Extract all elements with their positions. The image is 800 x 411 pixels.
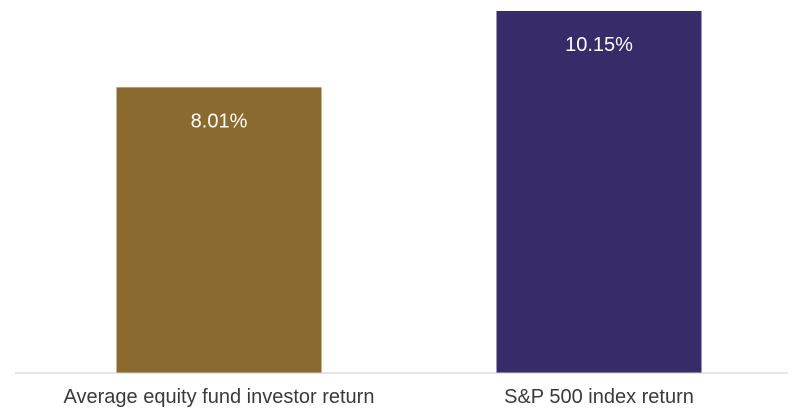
data-label-1: 8.01% [191,110,248,132]
bar-1 [116,87,322,373]
category-label-1: Average equity fund investor return [64,386,375,408]
bar-2 [496,11,702,373]
labels-group: 8.01% Average equity fund investor return… [64,34,694,408]
data-label-2: 10.15% [565,34,633,56]
category-label-2: S&P 500 index return [504,386,694,408]
bars-group [116,11,702,373]
